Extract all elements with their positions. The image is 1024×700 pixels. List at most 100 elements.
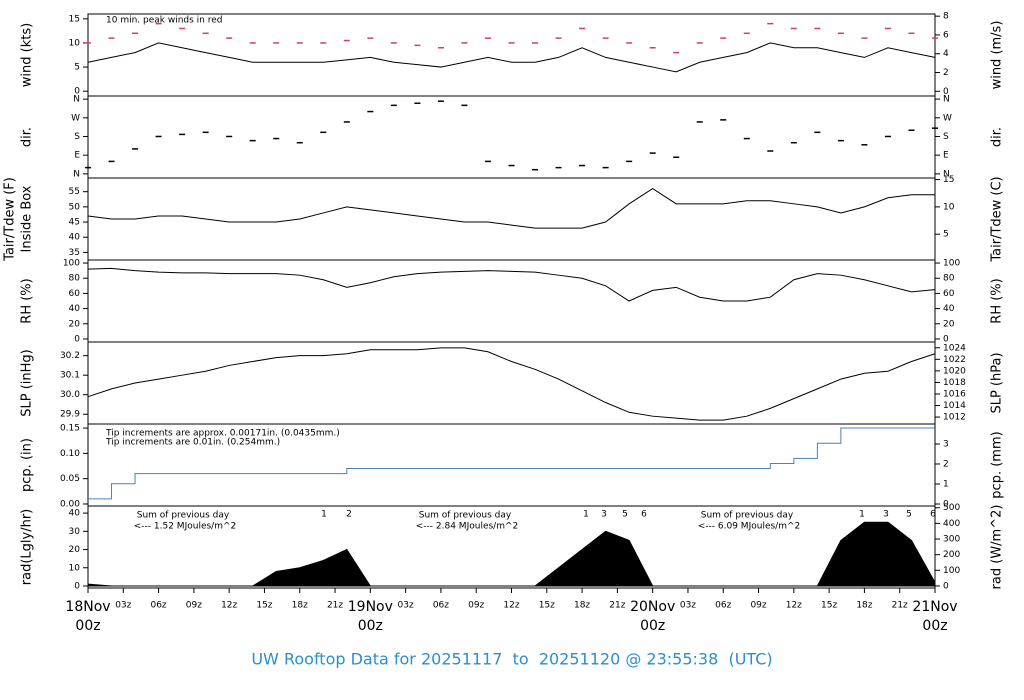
y-tick-label: 50 xyxy=(69,202,81,212)
y-tick-label: 40 xyxy=(69,233,81,243)
y2-axis-label: Tair/Tdew (C) xyxy=(990,176,1005,262)
annotation: <--- 6.09 MJoules/m^2 xyxy=(698,522,800,532)
y-tick-label: S xyxy=(74,132,80,142)
y-tick-label: 29.9 xyxy=(60,410,80,420)
x-tick-label: 00z xyxy=(75,618,100,634)
y-tick-label: 10 xyxy=(69,38,81,48)
y2-axis-label: pcp. (mm) xyxy=(990,431,1005,498)
panel-frame xyxy=(87,341,936,425)
x-tick-label: 15z xyxy=(256,601,272,611)
y-axis-label: RH (%) xyxy=(20,278,35,323)
x-tick-label: 15z xyxy=(539,601,555,611)
x-tick-label: 09z xyxy=(468,601,484,611)
x-tick-label: 15z xyxy=(821,601,837,611)
y2-tick-label: S xyxy=(943,132,949,142)
annotation: 1 xyxy=(321,510,327,520)
line xyxy=(88,427,935,500)
annotation: 3 xyxy=(601,510,607,520)
y2-tick-label: 1016 xyxy=(943,389,966,399)
y2-tick-label: 15 xyxy=(943,175,954,185)
x-tick-day: 18Nov xyxy=(65,599,110,615)
y2-axis-label: SLP (hPa) xyxy=(990,352,1005,413)
chart-title: UW Rooftop Data for 20251117 to 20251120… xyxy=(251,650,772,669)
y2-tick-label: 10 xyxy=(943,202,955,212)
y-tick-label: E xyxy=(74,151,80,161)
annotation: 6 xyxy=(641,510,647,520)
x-tick-label: 18z xyxy=(292,601,308,611)
y-tick-label: 55 xyxy=(69,187,80,197)
y-axis-label: Tair/Tdew (F) xyxy=(3,177,18,262)
x-tick-day: 21Nov xyxy=(912,599,957,615)
y-axis-label: SLP (inHg) xyxy=(20,349,35,417)
y-tick-label: 0.05 xyxy=(60,474,80,484)
y2-tick-label: 8 xyxy=(943,12,949,22)
x-tick-label: 03z xyxy=(115,601,131,611)
annotation: 1 xyxy=(583,510,589,520)
y2-tick-label: W xyxy=(943,113,952,123)
y2-tick-label: 200 xyxy=(943,550,960,560)
y2-tick-label: 1020 xyxy=(943,366,966,376)
y2-tick-label: 2 xyxy=(943,460,949,470)
annotation: 5 xyxy=(622,510,628,520)
area xyxy=(87,521,936,587)
y-tick-label: 10 xyxy=(69,563,81,573)
x-tick-day: 20Nov xyxy=(630,599,675,615)
y2-tick-label: 300 xyxy=(943,535,960,545)
annotation: Sum of previous day xyxy=(137,511,230,521)
y-tick-label: 30.0 xyxy=(60,390,80,400)
y-tick-label: 0 xyxy=(74,581,80,591)
y-tick-label: 0.00 xyxy=(60,499,80,509)
y2-tick-label: 0 xyxy=(943,334,949,344)
y2-tick-label: 3 xyxy=(943,440,949,450)
y2-tick-label: E xyxy=(943,151,949,161)
y-axis-label: Inside Box xyxy=(20,185,35,252)
y2-axis-label: RH (%) xyxy=(990,278,1005,323)
line xyxy=(87,347,936,421)
x-tick-label: 00z xyxy=(922,618,947,634)
y2-tick-label: 1024 xyxy=(943,343,966,353)
x-tick-label: 06z xyxy=(150,601,166,611)
y-tick-label: 0 xyxy=(74,87,80,97)
y2-tick-label: 40 xyxy=(943,304,955,314)
y-axis-label: pcp. (in) xyxy=(20,438,35,492)
x-tick-label: 18z xyxy=(574,601,590,611)
y-tick-label: 5 xyxy=(74,63,80,73)
y-tick-label: N xyxy=(73,169,80,179)
y-tick-label: W xyxy=(71,113,80,123)
annotation: 6 xyxy=(930,510,936,520)
line xyxy=(87,267,936,302)
annotation: Sum of previous day xyxy=(419,511,512,521)
y-axis-label: dir. xyxy=(20,127,35,147)
y2-tick-label: 20 xyxy=(943,319,955,329)
y2-axis-label: wind (m/s) xyxy=(990,21,1005,90)
x-tick-label: 06z xyxy=(433,601,449,611)
y2-tick-label: 5 xyxy=(943,230,949,240)
y2-tick-label: 1018 xyxy=(943,378,966,388)
panel-frame xyxy=(87,177,936,261)
y-axis-label: rad(Lgly/hr) xyxy=(20,509,35,585)
y-tick-label: 30.1 xyxy=(60,371,80,381)
y-tick-label: 20 xyxy=(69,545,81,555)
line xyxy=(87,42,936,73)
y2-tick-label: 100 xyxy=(943,259,960,269)
x-tick-label: 12z xyxy=(786,601,802,611)
y2-tick-label: 0 xyxy=(943,87,949,97)
annotation: Sum of previous day xyxy=(701,511,794,521)
y2-tick-label: 1012 xyxy=(943,413,966,423)
y-tick-label: 30 xyxy=(69,527,81,537)
y2-tick-label: N xyxy=(943,95,950,105)
y-tick-label: 15 xyxy=(69,14,80,24)
y-tick-label: 0.10 xyxy=(60,449,80,459)
y-tick-label: N xyxy=(73,95,80,105)
panel-frame xyxy=(87,259,936,343)
annotation: Tip increments are 0.01in. (0.254mm.) xyxy=(105,438,280,448)
x-tick-label: 18z xyxy=(856,601,872,611)
annotation: <--- 2.84 MJoules/m^2 xyxy=(416,522,518,532)
x-tick-label: 00z xyxy=(358,618,383,634)
annotation: 3 xyxy=(883,510,889,520)
y2-axis-label: rad (W/m^2) xyxy=(990,505,1005,590)
x-tick-label: 12z xyxy=(221,601,237,611)
x-tick-label: 00z xyxy=(640,618,665,634)
y-tick-label: 40 xyxy=(69,304,81,314)
y-tick-label: 0 xyxy=(74,334,80,344)
